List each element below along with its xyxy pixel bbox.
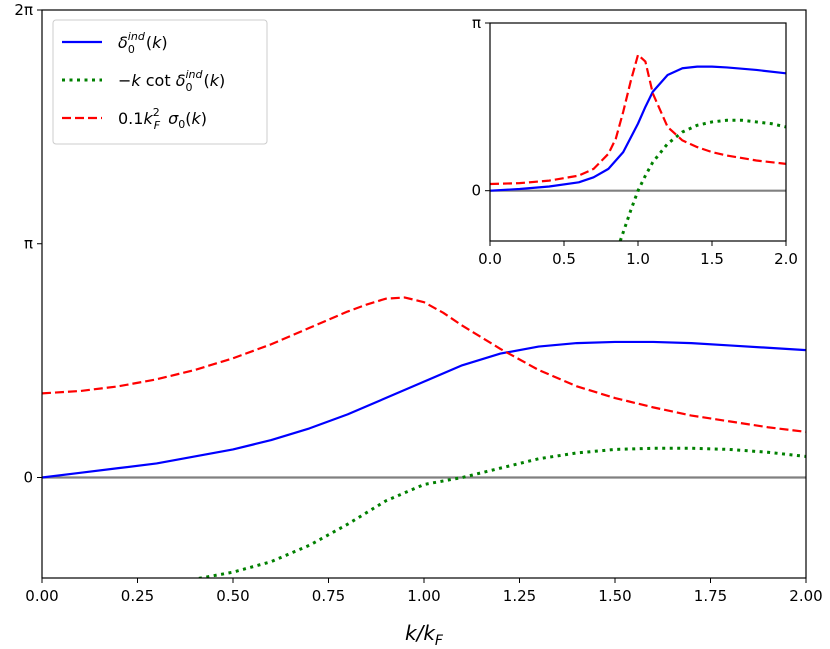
inset-x-tick-label: 0.0 bbox=[478, 250, 502, 268]
legend-label-sigma: 0.1k2 F σ0(k) bbox=[118, 106, 207, 132]
main-x-axis-label: k/kF bbox=[405, 621, 444, 649]
main-series-group bbox=[42, 296, 806, 578]
inset-series-line-1 bbox=[618, 118, 786, 241]
inset-x-tick-label: 0.5 bbox=[552, 250, 576, 268]
main-x-tick-label: 1.00 bbox=[407, 587, 440, 605]
inset-plot-frame bbox=[489, 22, 787, 242]
inset-axes: 0.0 0.5 1.0 1.5 2.0 0π bbox=[471, 14, 797, 268]
main-plot-frame bbox=[41, 9, 807, 579]
main-x-ticks: 0.00 0.25 0.50 0.75 1.00 1.25 1.50 1.75 2.00 bbox=[25, 578, 823, 605]
inset-y-tick-label: π bbox=[472, 14, 481, 32]
legend-box bbox=[52, 19, 268, 145]
inset-x-ticks: 0.0 0.5 1.0 1.5 2.0 bbox=[478, 241, 798, 268]
main-x-tick-label: 0.50 bbox=[216, 587, 249, 605]
main-x-tick-label: 0.25 bbox=[121, 587, 154, 605]
inset-series-line-0 bbox=[490, 65, 786, 192]
main-y-tick-label: 2π bbox=[14, 1, 33, 19]
legend-label-delta: δind 0 (k) bbox=[118, 30, 168, 56]
main-series-line-0 bbox=[42, 340, 806, 479]
inset-x-tick-label: 1.0 bbox=[626, 250, 650, 268]
inset-x-tick-label: 1.5 bbox=[700, 250, 724, 268]
inset-y-tick-label: 0 bbox=[471, 182, 481, 200]
main-x-tick-label: 2.00 bbox=[789, 587, 822, 605]
main-axes: 0.00 0.25 0.50 0.75 1.00 1.25 1.50 1.75 2.00 0π2… bbox=[14, 1, 822, 649]
legend-label-kcot: −k cot δind 0 (k) bbox=[118, 68, 225, 94]
inset-background bbox=[490, 23, 786, 241]
inset-series-group bbox=[490, 53, 786, 241]
main-series-line-1 bbox=[192, 446, 806, 578]
main-y-tick-label: π bbox=[24, 235, 33, 253]
inset-y-ticks: 0π bbox=[471, 14, 490, 200]
main-x-tick-label: 0.75 bbox=[312, 587, 345, 605]
main-y-tick-label: 0 bbox=[23, 468, 33, 486]
legend: δind 0 (k) −k cot δind 0 (k) 0.1k2 F σ0(k) bbox=[52, 19, 268, 145]
main-series-line-2 bbox=[42, 296, 806, 434]
main-x-tick-label: 1.75 bbox=[694, 587, 727, 605]
main-x-tick-label: 1.50 bbox=[598, 587, 631, 605]
main-y-ticks: 0 π 2π bbox=[14, 1, 42, 486]
inset-x-tick-label: 2.0 bbox=[774, 250, 798, 268]
main-x-tick-label: 1.25 bbox=[503, 587, 536, 605]
main-x-tick-label: 0.00 bbox=[25, 587, 58, 605]
